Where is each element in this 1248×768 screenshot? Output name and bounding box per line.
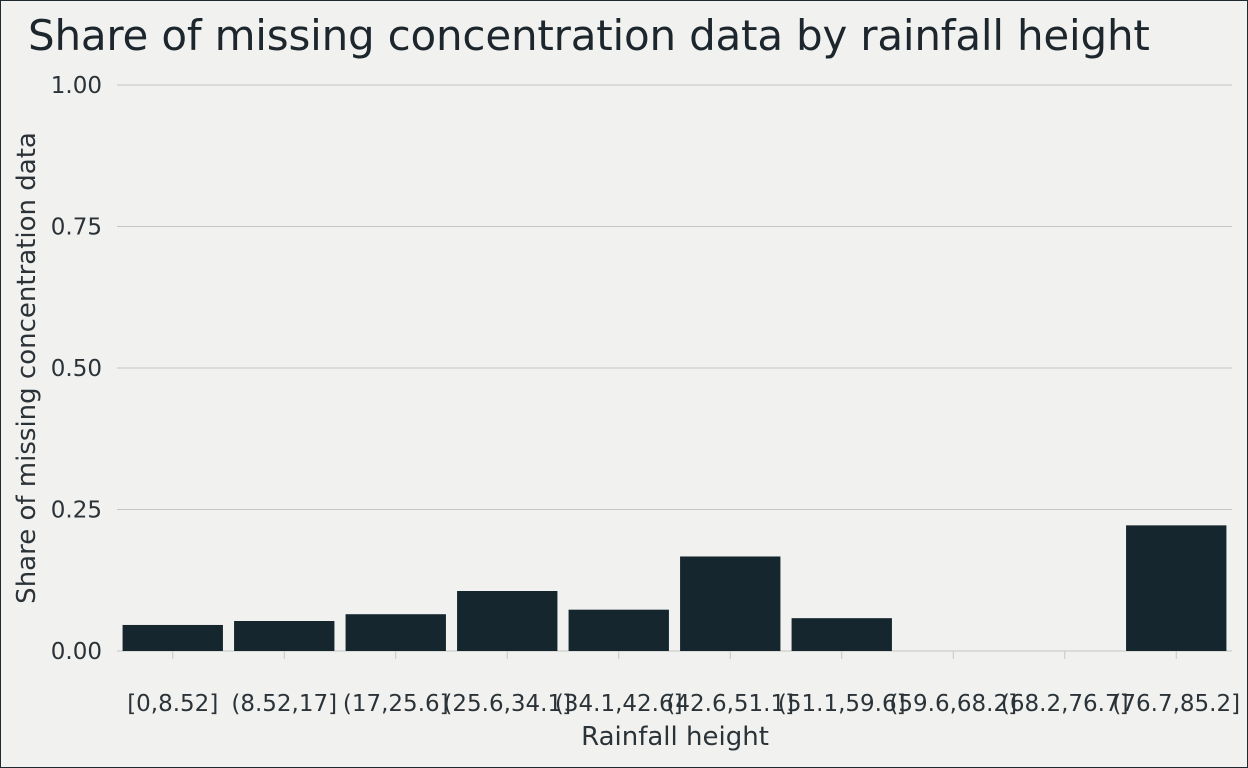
bar — [680, 556, 781, 651]
x-tick-label: (17,25.6] — [343, 691, 449, 717]
x-tick-label: (8.52,17] — [231, 691, 337, 717]
x-tick-label: (34.1,42.6] — [555, 691, 683, 717]
x-tick-label: [0,8.52] — [127, 691, 218, 717]
bar — [457, 591, 558, 651]
y-tick-label: 1.00 — [51, 73, 102, 99]
bar — [791, 618, 892, 651]
gridlines — [117, 84, 1232, 659]
x-tick-label: (59.6,68.2] — [889, 691, 1017, 717]
x-axis-title: Rainfall height — [581, 722, 769, 752]
x-tick-label: (76.7,85.2] — [1112, 691, 1240, 717]
y-tick-label: 0.25 — [51, 498, 102, 524]
x-tick-labels: [0,8.52] (8.52,17] (17,25.6](25.6,34.1](34… — [127, 691, 1240, 717]
bar — [122, 624, 223, 651]
chart-title: Share of missing concentration data by r… — [28, 11, 1150, 60]
x-tick-label: (68.2,76.7] — [1001, 691, 1129, 717]
bar — [234, 621, 335, 651]
y-axis-title: Share of missing concentration data — [12, 132, 42, 604]
x-tick-label: (25.6,34.1] — [443, 691, 571, 717]
y-tick-label: 0.75 — [51, 215, 102, 241]
y-tick-label: 0.50 — [51, 356, 102, 382]
y-tick-label: 0.00 — [51, 639, 102, 665]
y-tick-labels: 0.00 0.25 0.50 0.75 1.00 — [51, 73, 102, 665]
bar — [345, 614, 446, 651]
bars — [122, 525, 1227, 651]
x-tick-label: (42.6,51.1] — [666, 691, 794, 717]
bar — [1126, 525, 1227, 651]
bar — [568, 609, 669, 651]
x-tick-label: (51.1,59.6] — [778, 691, 906, 717]
